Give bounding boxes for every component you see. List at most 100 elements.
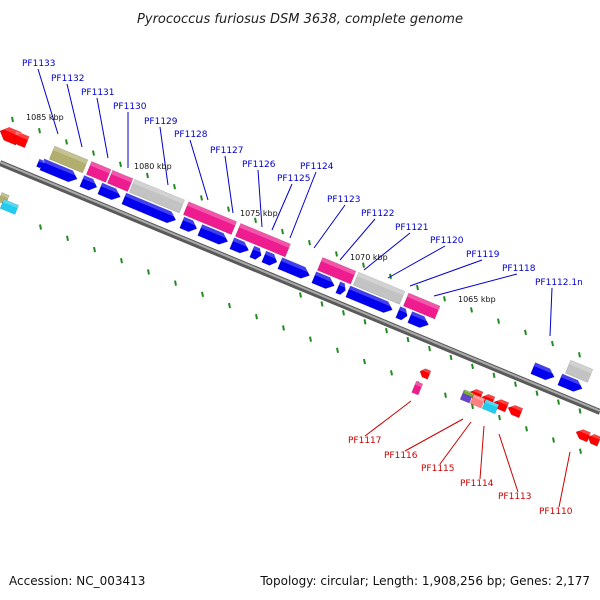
- kbp-markers: 1085 kbp 1080 kbp 1075 kbp 1070 kbp 1065…: [26, 113, 496, 304]
- gene-feature-13: [395, 306, 410, 321]
- tick-mark-42: [579, 448, 582, 454]
- gene-feature-36: [575, 427, 592, 443]
- gene-feature-16: [530, 362, 557, 381]
- gene-label-pf1115[interactable]: PF1115: [421, 464, 455, 474]
- tick-mark-29: [228, 302, 231, 309]
- tick-mark-55: [557, 399, 560, 405]
- tick-mark-17: [470, 307, 473, 313]
- leader-line-13: [387, 245, 446, 279]
- tick-mark-7: [200, 195, 203, 201]
- genome-backbone: [0, 160, 600, 415]
- tick-mark-23: [66, 235, 69, 242]
- gene-label-pf1122[interactable]: PF1122: [361, 209, 395, 219]
- tick-marks: [11, 116, 582, 454]
- gene-features: [0, 124, 600, 447]
- gene-label-pf1123[interactable]: PF1123: [327, 195, 361, 205]
- tick-mark-16: [443, 296, 446, 302]
- tick-mark-48: [406, 336, 410, 343]
- gene-feature-29: [13, 131, 30, 149]
- gene-label-pf1131[interactable]: PF1131: [81, 88, 115, 98]
- tick-mark-33: [336, 347, 339, 354]
- tick-mark-12: [335, 251, 338, 257]
- gene-feature-25: [352, 271, 406, 305]
- gene-feature-6: [229, 237, 251, 254]
- tick-mark-27: [174, 280, 177, 286]
- gene-feature-27: [564, 359, 594, 383]
- leader-line-6: [224, 155, 234, 214]
- gene-label-pf1121[interactable]: PF1121: [395, 223, 429, 233]
- gene-label-pf1110[interactable]: PF1110: [539, 507, 573, 517]
- leader-line-20: [479, 425, 485, 480]
- gene-feature-15: [36, 158, 46, 169]
- gene-feature-7: [249, 245, 264, 260]
- gene-feature-12: [345, 285, 395, 313]
- tick-mark-4: [119, 161, 122, 167]
- leader-line-18: [404, 418, 464, 452]
- leader-line-12: [363, 232, 411, 271]
- gene-label-pf1114[interactable]: PF1114: [460, 479, 494, 489]
- leader-line-16: [549, 287, 553, 337]
- tick-mark-24: [93, 246, 96, 253]
- gene-feature-37: [587, 432, 600, 447]
- tick-mark-39: [498, 414, 501, 421]
- tick-mark-43: [299, 292, 302, 298]
- gene-label-pf1127[interactable]: PF1127: [210, 146, 244, 156]
- leader-line-10: [313, 204, 346, 249]
- tick-mark-38: [471, 403, 474, 410]
- tick-mark-51: [471, 363, 474, 370]
- gene-label-pf1112-1n[interactable]: PF1112.1n: [535, 278, 583, 288]
- gene-feature-43: [0, 198, 20, 215]
- gene-label-pf1133[interactable]: PF1133: [22, 59, 56, 69]
- gene-label-pf1125[interactable]: PF1125: [277, 174, 311, 184]
- gene-feature-22: [182, 201, 238, 235]
- kbp-label-1080: 1080 kbp: [134, 162, 172, 171]
- gene-label-pf1132[interactable]: PF1132: [51, 74, 85, 84]
- tick-mark-13: [362, 262, 365, 268]
- tick-mark-56: [578, 408, 582, 414]
- leader-line-2: [96, 97, 109, 159]
- gene-feature-0: [39, 158, 80, 183]
- gene-label-pf1128[interactable]: PF1128: [174, 130, 208, 140]
- tick-mark-32: [309, 336, 312, 342]
- gene-label-pf1126[interactable]: PF1126: [242, 160, 276, 170]
- gene-label-pf1130[interactable]: PF1130: [113, 102, 147, 112]
- gene-feature-4: [179, 216, 200, 232]
- tick-mark-34: [363, 358, 366, 365]
- tick-mark-5: [146, 172, 149, 179]
- gene-label-pf1129[interactable]: PF1129: [144, 117, 178, 127]
- tick-mark-53: [514, 381, 517, 387]
- gene-feature-31: [411, 380, 424, 396]
- tick-mark-2: [65, 139, 68, 145]
- accession-text: Accession: NC_003413: [9, 574, 146, 588]
- gene-feature-3: [121, 192, 179, 224]
- gene-feature-17: [557, 373, 585, 392]
- gene-label-pf1124[interactable]: PF1124: [300, 162, 334, 172]
- gene-label-pf1120[interactable]: PF1120: [430, 236, 464, 246]
- tick-mark-8: [227, 206, 230, 212]
- leader-line-1: [66, 83, 83, 148]
- gene-label-pf1118[interactable]: PF1118: [502, 264, 536, 274]
- gene-feature-9: [277, 257, 312, 279]
- tick-mark-41: [552, 437, 555, 443]
- tick-mark-45: [342, 310, 345, 316]
- forward-gene-labels: PF1133 PF1132 PF1131 PF1130 PF1129 PF112…: [22, 59, 583, 288]
- leader-line-0: [37, 68, 59, 135]
- tick-mark-3: [92, 150, 95, 156]
- leader-line-7: [257, 169, 263, 228]
- gene-feature-23: [234, 223, 291, 258]
- leader-line-9: [289, 171, 317, 239]
- leader-line-14: [409, 259, 483, 287]
- gene-label-pf1116[interactable]: PF1116: [384, 451, 418, 461]
- tick-mark-50: [449, 354, 453, 361]
- gene-label-pf1119[interactable]: PF1119: [466, 250, 500, 260]
- kbp-label-1065: 1065 kbp: [458, 295, 496, 304]
- kbp-label-1085: 1085 kbp: [26, 113, 64, 122]
- tick-mark-21: [578, 352, 581, 358]
- gene-feature-8: [261, 250, 280, 266]
- gene-feature-2: [97, 182, 123, 201]
- gene-label-pf1117[interactable]: PF1117: [348, 436, 382, 446]
- leader-line-21: [498, 433, 519, 493]
- gene-feature-10: [311, 271, 337, 289]
- gene-label-pf1113[interactable]: PF1113: [498, 492, 532, 502]
- gene-feature-41: [481, 398, 500, 415]
